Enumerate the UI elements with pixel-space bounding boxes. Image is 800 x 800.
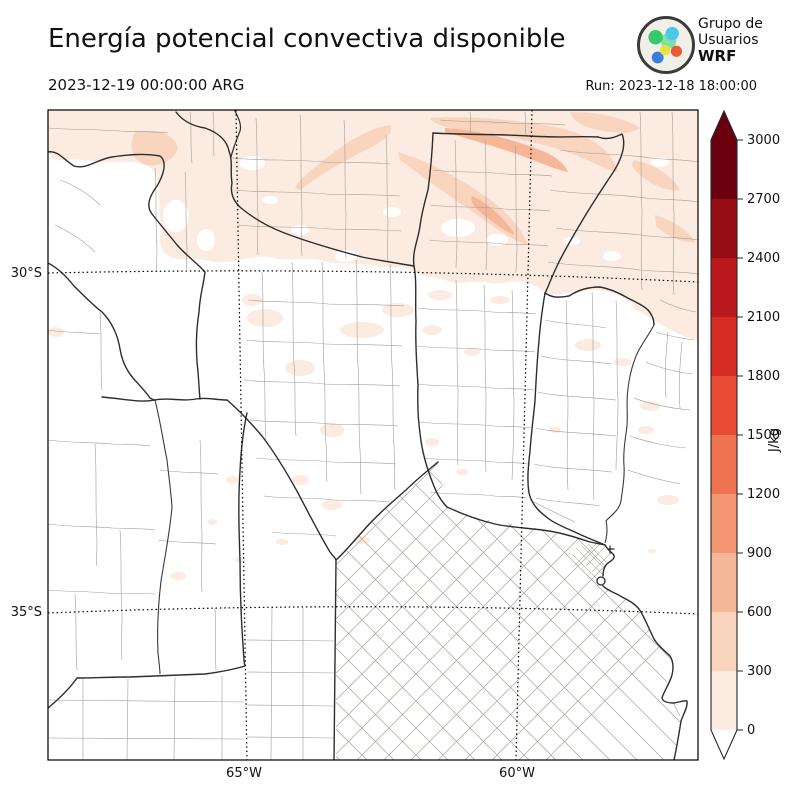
department-lines-cordoba [157, 259, 405, 671]
delta-island [596, 576, 606, 586]
colorbar-tick-0: 0 [747, 723, 755, 738]
logo-line-1: Grupo de [698, 16, 763, 32]
department-lines-santafe [416, 139, 553, 499]
colorbar-seg-7 [711, 258, 737, 317]
colorbar-tick-600: 600 [747, 605, 772, 620]
page-title: Energía potencial convectiva disponible [48, 24, 566, 54]
colorbar-tick-1500: 1500 [747, 428, 780, 443]
colorbar-tick-2100: 2100 [747, 310, 780, 325]
colorbar-seg-0 [711, 671, 737, 730]
gridline-35s [48, 606, 698, 615]
colorbar-tick-1800: 1800 [747, 369, 780, 384]
plot-frame [47, 109, 699, 761]
cape-band-0-300-ne [630, 295, 698, 341]
colorbar-arrow-over [711, 111, 737, 140]
colorbar-seg-1 [711, 612, 737, 671]
cape-band-300-600 [131, 112, 696, 245]
valid-time-label: 2023-12-19 00:00:00 ARG [48, 76, 245, 94]
colorbar-seg-3 [711, 494, 737, 553]
lat-tick-30s: 30°S [10, 266, 42, 281]
logo-text: Grupo de Usuarios WRF [698, 16, 763, 66]
lat-tick-35s: 35°S [10, 605, 42, 620]
department-grid-lapampa [48, 606, 335, 760]
colorbar-tick-900: 900 [747, 546, 772, 561]
cape-zero-holes [79, 156, 669, 262]
logo-line-2: Usuarios [698, 31, 759, 48]
colorbar-unit-label: J/kg [767, 428, 782, 453]
gridline-65w [235, 110, 248, 760]
cape-scattered-patches [48, 290, 679, 580]
department-lines-uruguay [627, 299, 697, 485]
department-lines-santiago [231, 111, 566, 263]
colorbar-tick-2700: 2700 [747, 192, 780, 207]
department-lines-entrerios [529, 291, 619, 523]
colorbar-seg-2 [711, 553, 737, 612]
province-borders [48, 110, 688, 760]
colorbar-seg-5 [711, 376, 737, 435]
map-area [48, 110, 698, 760]
colorbar-tick-1200: 1200 [747, 487, 780, 502]
colorbar-tick-2400: 2400 [747, 251, 780, 266]
globe-logo-icon [637, 16, 695, 74]
colorbar-arrow-under [711, 730, 737, 759]
run-time-label: Run: 2023-12-18 18:00:00 [585, 79, 757, 94]
colorbar-tick-300: 300 [747, 664, 772, 679]
colorbar-seg-9 [711, 140, 737, 199]
colorbar-seg-6 [711, 317, 737, 376]
gridline-30s [48, 270, 698, 283]
graticule [48, 110, 698, 760]
department-lines-corrientes [547, 111, 698, 296]
gridline-60w [515, 110, 533, 760]
department-lines-northwest [48, 111, 215, 671]
logo-line-3: WRF [698, 47, 737, 66]
colorbar-seg-8 [711, 199, 737, 258]
colorbar-tick-3000: 3000 [747, 133, 780, 148]
lon-tick-65w: 65°W [226, 766, 262, 781]
colorbar: 3000 2700 2400 2100 1800 1500 1200 900 6… [710, 109, 782, 761]
lon-tick-60w: 60°W [499, 766, 535, 781]
wrf-users-group-logo: Grupo de Usuarios WRF [635, 15, 800, 77]
colorbar-seg-4 [711, 435, 737, 494]
colorbar-tickmarks [737, 139, 743, 731]
cape-band-600-900 [445, 128, 568, 235]
